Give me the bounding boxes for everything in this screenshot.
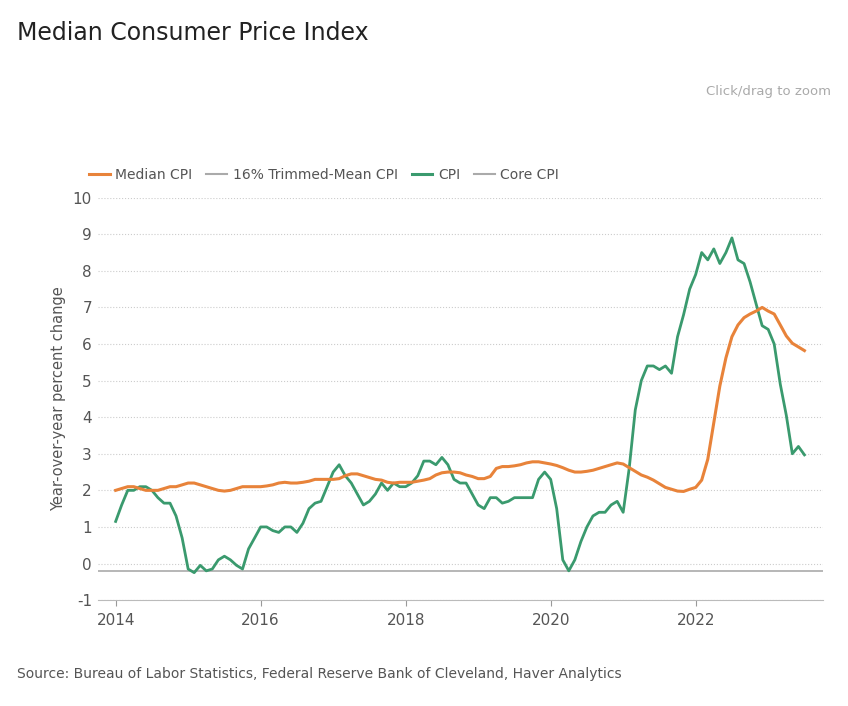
Text: Source: Bureau of Labor Statistics, Federal Reserve Bank of Cleveland, Haver Ana: Source: Bureau of Labor Statistics, Fede… — [17, 667, 622, 681]
Text: Click/drag to zoom: Click/drag to zoom — [706, 85, 831, 97]
Text: Median Consumer Price Index: Median Consumer Price Index — [17, 21, 369, 45]
Y-axis label: Year-over-year percent change: Year-over-year percent change — [51, 287, 66, 511]
Legend: Median CPI, 16% Trimmed-Mean CPI, CPI, Core CPI: Median CPI, 16% Trimmed-Mean CPI, CPI, C… — [83, 162, 565, 187]
